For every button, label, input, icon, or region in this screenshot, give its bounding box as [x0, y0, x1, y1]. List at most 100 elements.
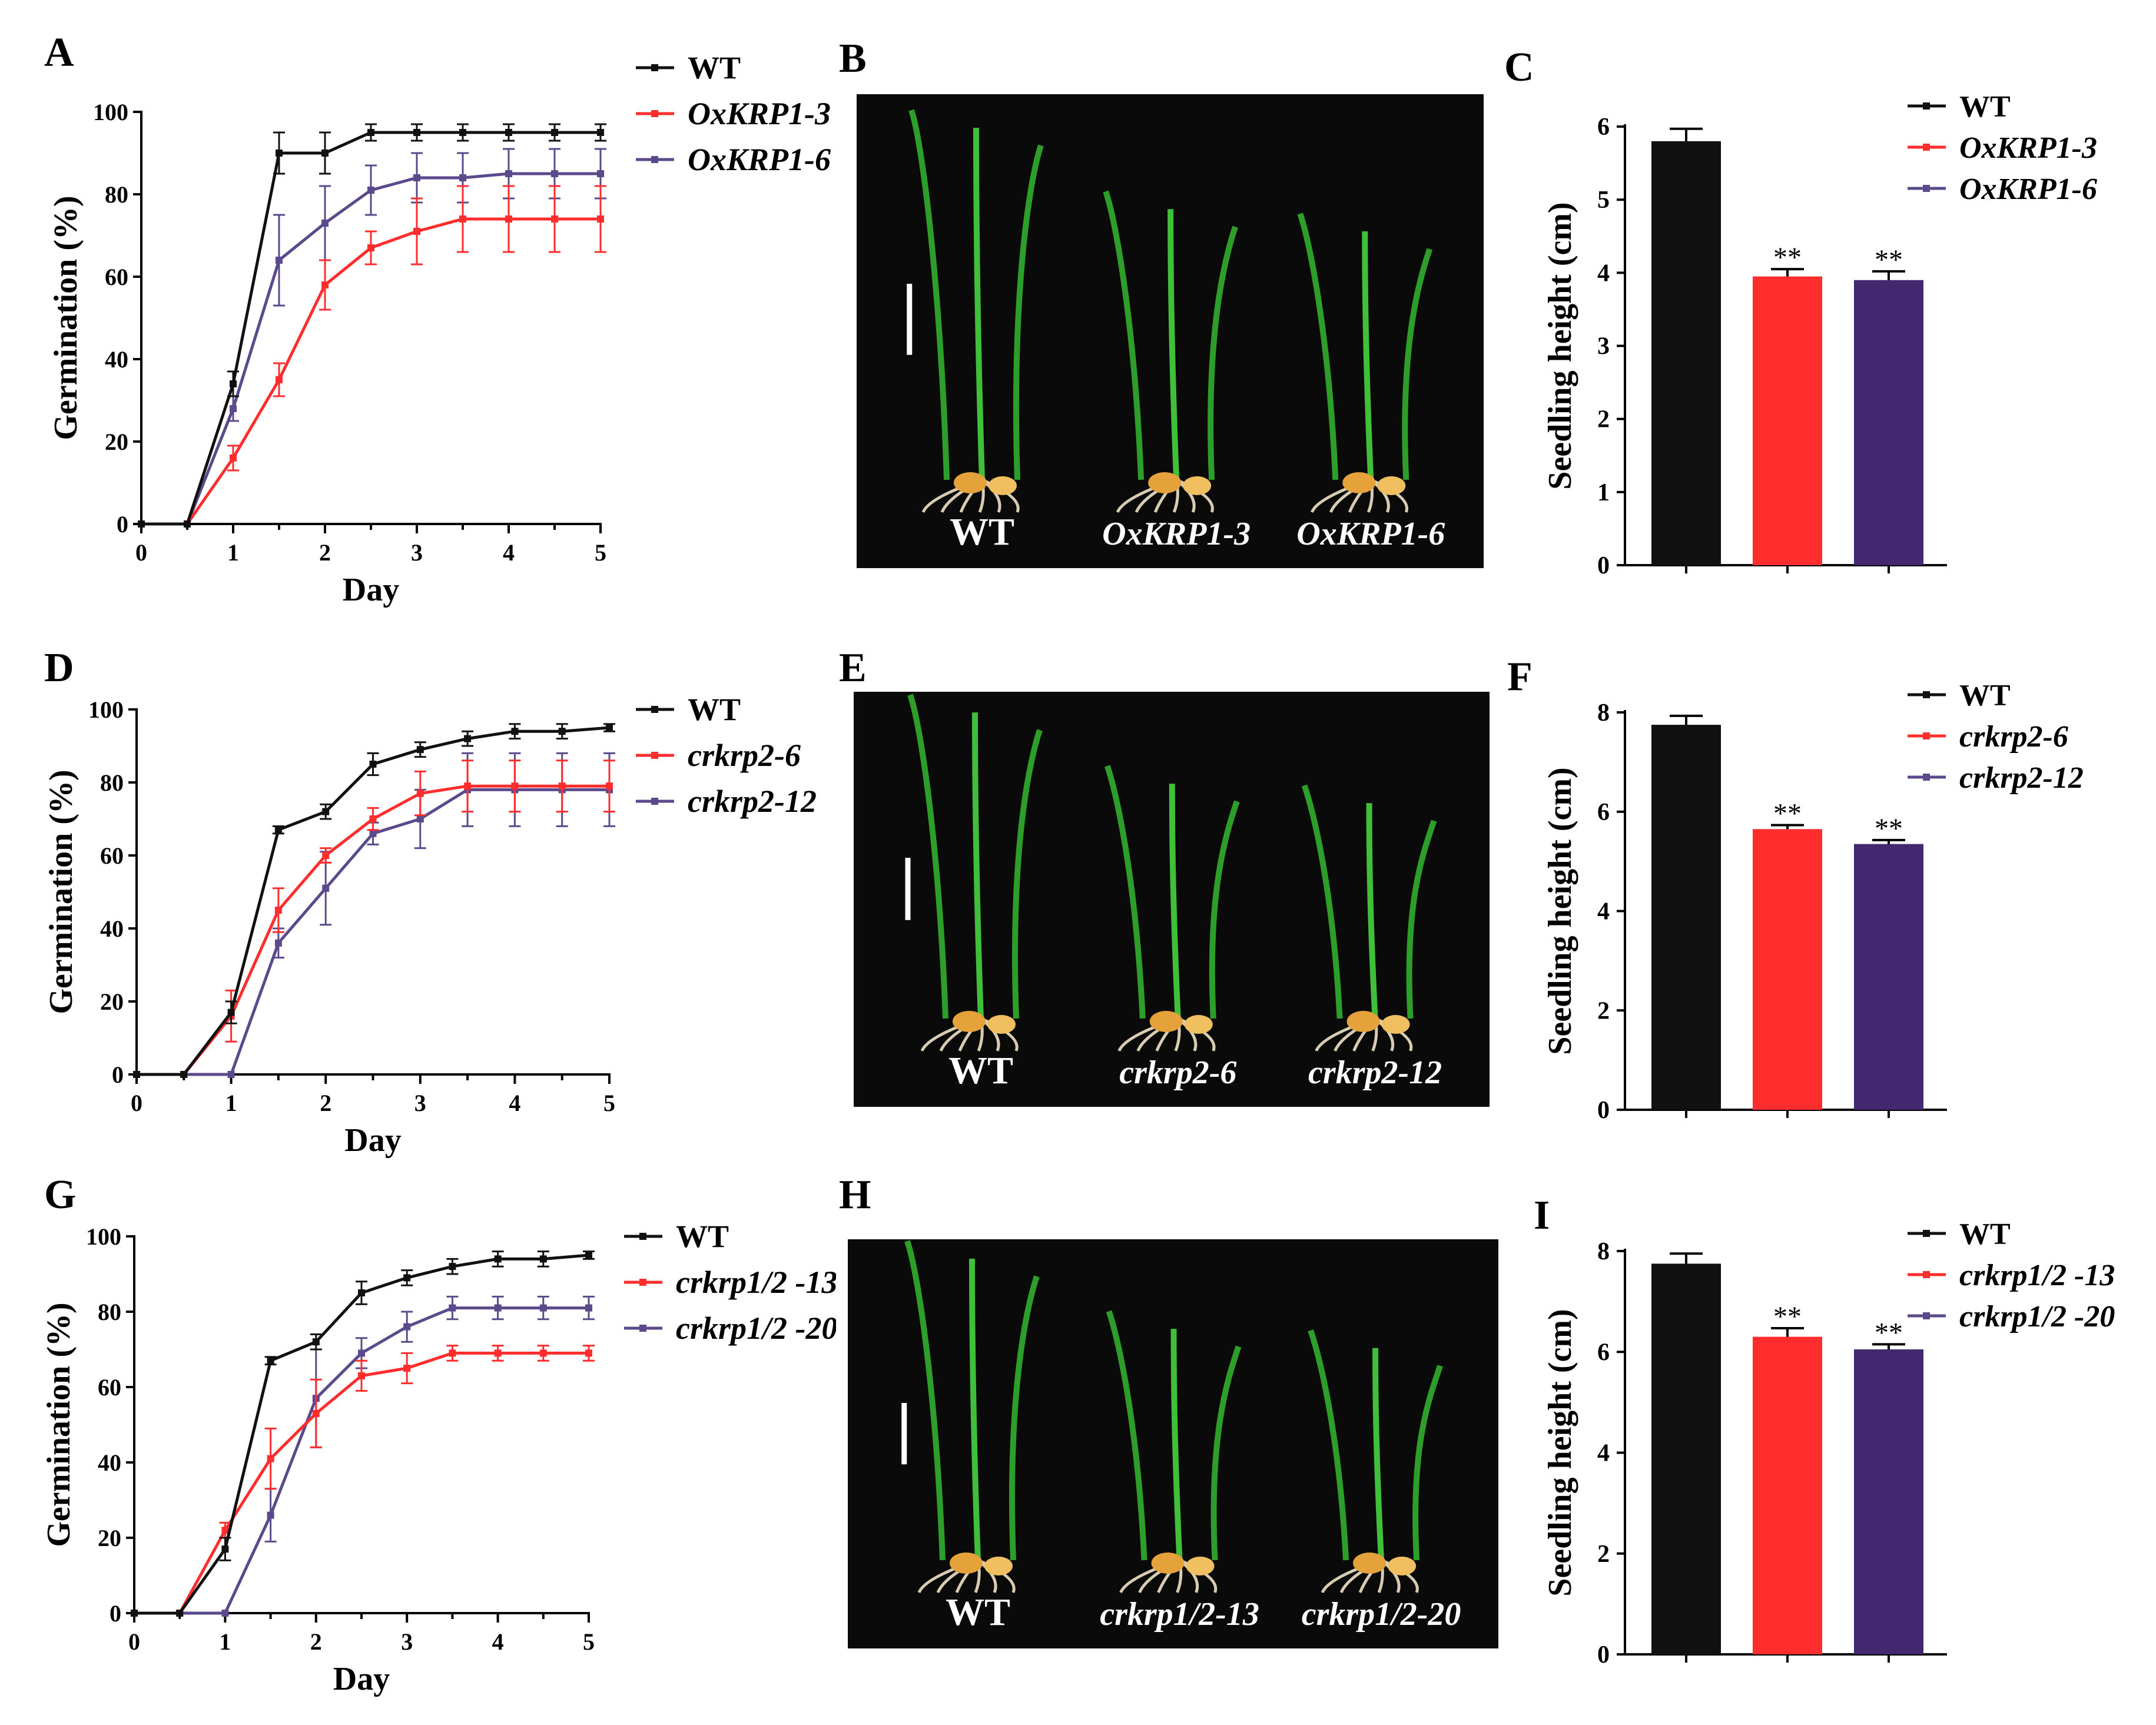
- seedling-shoot: [1208, 225, 1238, 480]
- legend-marker: [1923, 1312, 1930, 1319]
- data-point: [413, 174, 420, 181]
- seedling-shoot: [1012, 729, 1043, 1019]
- x-tick-label: 1: [227, 539, 239, 566]
- data-point: [221, 1527, 229, 1534]
- legend-marker: [1923, 1230, 1930, 1237]
- legend-marker: [1923, 144, 1930, 151]
- data-point: [505, 170, 512, 177]
- significance-label: **: [1875, 244, 1903, 276]
- data-point: [131, 1610, 138, 1617]
- data-point: [494, 1304, 502, 1312]
- x-tick-label: 0: [128, 1628, 140, 1655]
- seedling-shoot: [1103, 190, 1145, 480]
- seedling-shoot: [1366, 803, 1378, 1019]
- seed: [953, 1011, 986, 1032]
- data-point: [558, 782, 566, 790]
- seed: [984, 1557, 1013, 1575]
- x-tick-label: 0: [131, 1090, 142, 1116]
- data-point: [539, 1255, 547, 1263]
- y-tick-label: 0: [110, 1600, 121, 1627]
- seedling-shoot: [969, 1258, 981, 1561]
- bar: [1854, 1349, 1923, 1654]
- seedling-shoot: [1297, 213, 1339, 480]
- data-point: [138, 520, 145, 528]
- data-point: [369, 761, 377, 768]
- data-point: [551, 170, 558, 177]
- y-axis-title: Seedling height (cm): [1542, 1309, 1578, 1596]
- y-axis-title: Seedling height (cm): [1542, 202, 1578, 489]
- data-point: [322, 884, 330, 892]
- legend-marker: [639, 1325, 646, 1332]
- seedling-shoot: [904, 1240, 946, 1561]
- photo-genotype-label: crkrp1/2-13: [1100, 1596, 1259, 1633]
- y-tick-label: 60: [100, 842, 124, 869]
- data-point: [539, 1349, 547, 1357]
- bar-chart-f: 0 2 4 6 8 Seedling height (cm) ** ** WT crkrp2-6 c…: [1495, 648, 2156, 1177]
- seed: [1353, 1552, 1387, 1574]
- seedling-shoot: [1362, 231, 1374, 480]
- y-tick-label: 60: [98, 1374, 121, 1401]
- line-chart-g: 0 20 40 60 80 100 0 1 2 3 4 5 Day Germination (%) WT cr…: [0, 1177, 836, 1725]
- data-point: [133, 1071, 140, 1078]
- panel-label-h: H: [839, 1172, 871, 1218]
- bar-chart-i: 0 2 4 6 8 Seedling height (cm) ** ** WT crkrp1/2 …: [1495, 1177, 2156, 1725]
- x-tick-label: 5: [603, 1090, 615, 1116]
- y-tick-label: 40: [100, 915, 124, 942]
- photo-genotype-label: OxKRP1-6: [1296, 516, 1445, 552]
- seedling-shoot: [1106, 1310, 1147, 1561]
- data-point: [403, 1323, 411, 1331]
- legend-label: crkrp1/2 -13: [1959, 1259, 2115, 1292]
- panel-label-i: I: [1534, 1193, 1550, 1238]
- data-point: [322, 808, 330, 815]
- data-point: [597, 215, 604, 223]
- data-point: [449, 1349, 456, 1357]
- data-point: [276, 376, 283, 383]
- bar: [1753, 829, 1822, 1110]
- data-point: [267, 1357, 274, 1365]
- data-point: [369, 815, 377, 822]
- data-point: [403, 1274, 411, 1282]
- y-axis-title: Germination (%): [43, 769, 79, 1014]
- legend-marker: [639, 1279, 646, 1286]
- photo-genotype-label: crkrp2-12: [1308, 1054, 1442, 1091]
- data-point: [321, 150, 329, 157]
- bar: [1753, 1336, 1822, 1654]
- y-tick-label: 80: [98, 1299, 121, 1325]
- data-point: [358, 1289, 365, 1296]
- legend-marker: [1923, 691, 1930, 698]
- seedling-shoot: [907, 694, 948, 1019]
- series-line: [134, 1351, 589, 1615]
- data-point: [367, 129, 374, 136]
- legend-marker: [639, 1233, 646, 1240]
- data-point: [464, 735, 472, 742]
- photo-genotype-label: WT: [950, 510, 1014, 553]
- data-point: [416, 815, 424, 822]
- data-point: [276, 257, 283, 264]
- data-point: [558, 728, 566, 735]
- seed: [989, 476, 1017, 495]
- legend-label: crkrp2-6: [688, 738, 801, 773]
- bar: [1854, 844, 1923, 1110]
- seedling-shoot: [1402, 248, 1433, 480]
- photo-genotype-label: crkrp2-6: [1119, 1054, 1236, 1091]
- x-axis-title: Day: [333, 1661, 390, 1697]
- data-point: [413, 228, 420, 235]
- seedling-shoot: [972, 712, 984, 1019]
- data-point: [230, 380, 237, 387]
- y-tick-label: 0: [1597, 1641, 1610, 1668]
- data-point: [459, 215, 466, 223]
- seedling-photo-h: WT crkrp1/2-13 crkrp1/2-20: [848, 1239, 1498, 1648]
- data-point: [585, 1349, 592, 1357]
- seed: [1186, 1557, 1215, 1575]
- seedling-shoot: [973, 128, 985, 480]
- panel-label-e: E: [839, 645, 867, 691]
- data-point: [606, 782, 613, 790]
- data-point: [403, 1365, 411, 1372]
- photo-genotype-label: WT: [948, 1049, 1013, 1092]
- data-point: [551, 215, 558, 223]
- seedling-shoot: [1009, 1275, 1040, 1561]
- seedling-photo-b: WT OxKRP1-3 OxKRP1-6: [857, 94, 1484, 568]
- seedling-shoot: [1372, 1348, 1385, 1561]
- data-point: [322, 852, 330, 859]
- y-tick-label: 80: [100, 769, 124, 796]
